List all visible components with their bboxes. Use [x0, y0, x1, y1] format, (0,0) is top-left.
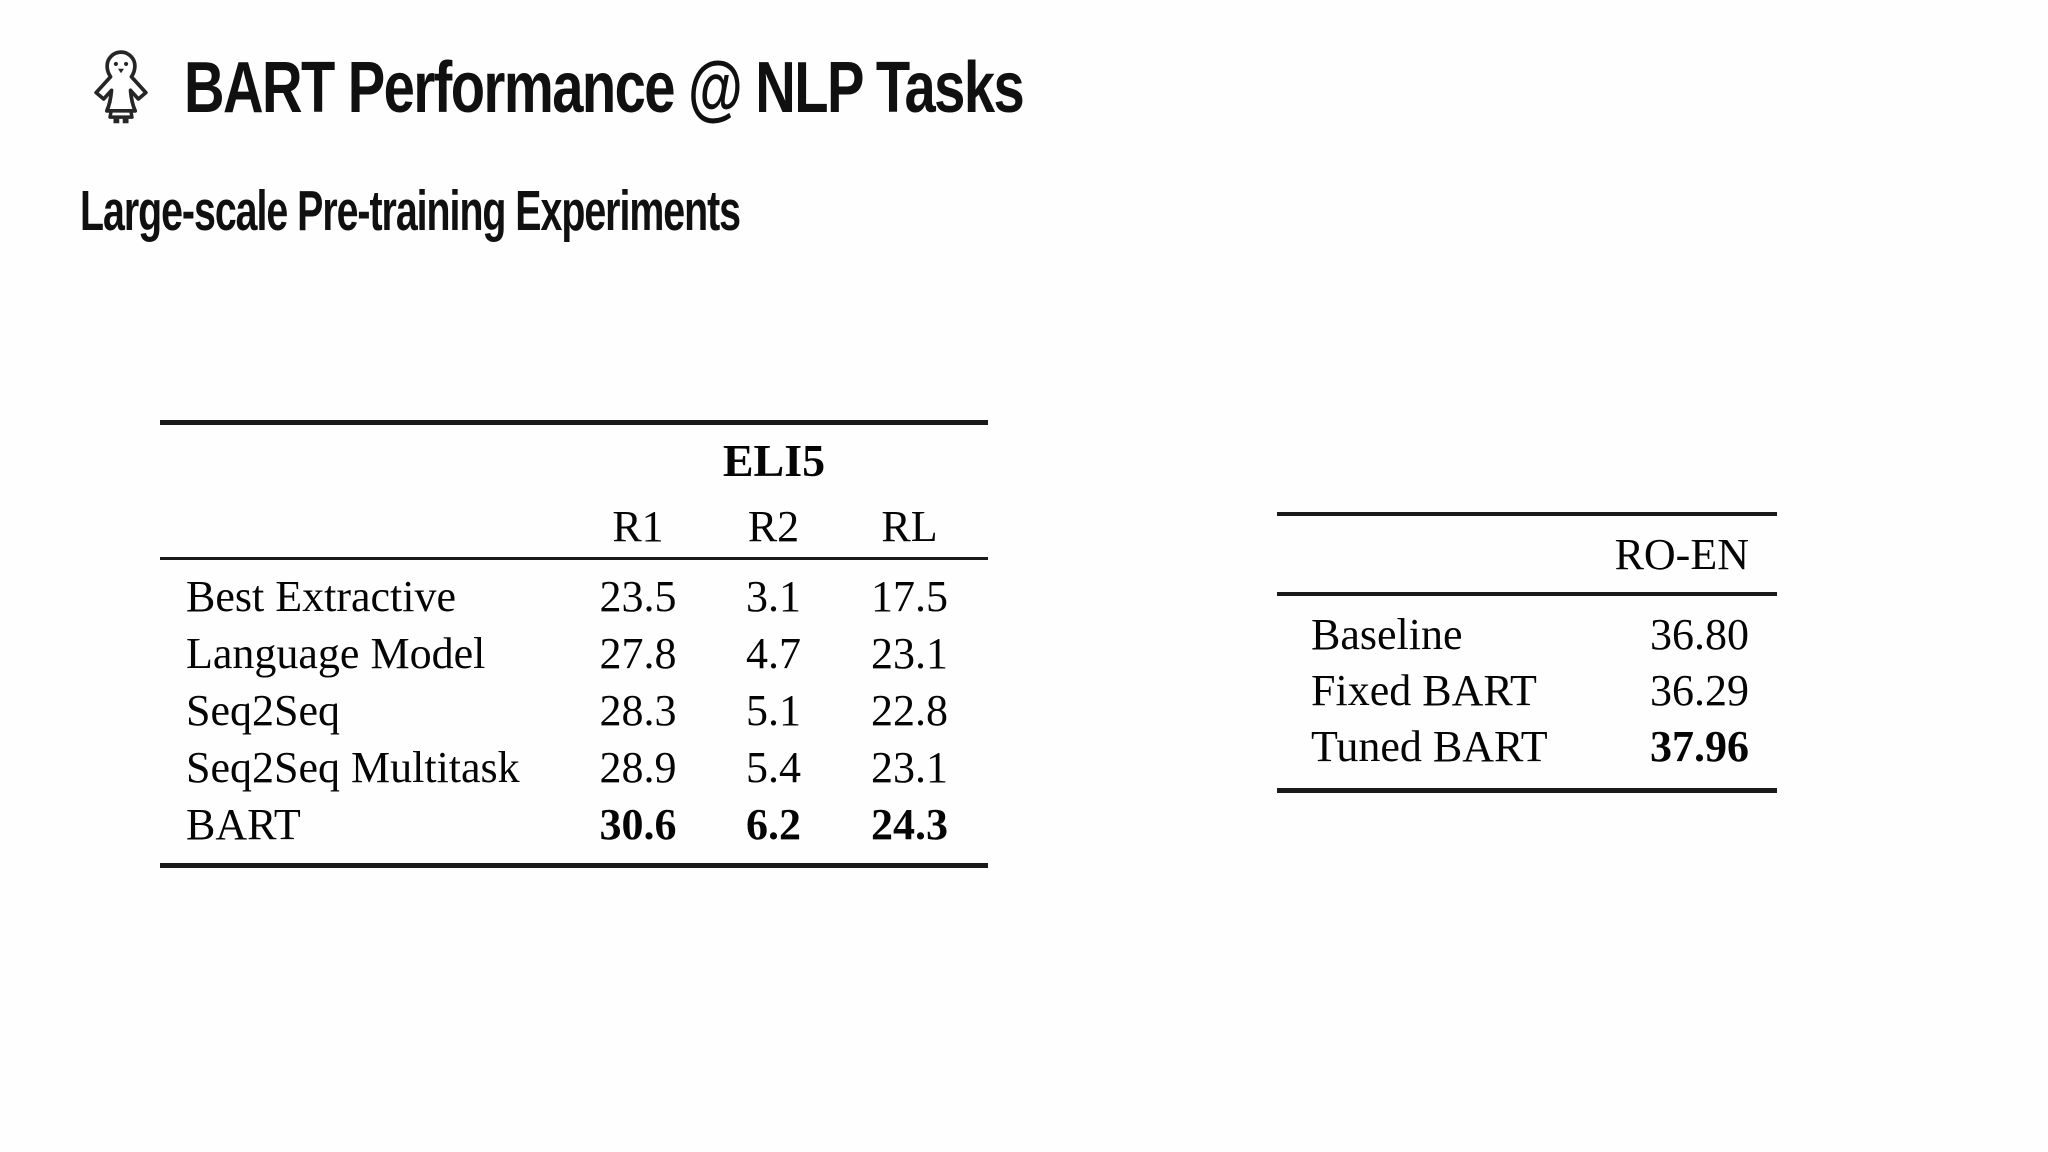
table-bottom-rule	[160, 863, 988, 868]
cell-rl: 24.3	[871, 800, 948, 849]
cell-bleu: 37.96	[1650, 721, 1749, 771]
cell-r2: 6.2	[746, 800, 801, 849]
table-row-tuned-bart: Tuned BART 37.96	[1277, 718, 1777, 774]
column-header-ro-en: RO-EN	[1614, 529, 1749, 579]
cell-rl: 23.1	[871, 743, 948, 792]
table-column-header-row: R1 R2 RL	[160, 495, 988, 557]
page-title: BART Performance @ NLP Tasks	[184, 48, 1025, 128]
column-header-rl: RL	[881, 501, 938, 551]
page-subtitle: Large-scale Pre-training Experiments	[80, 179, 741, 243]
table-row: Seq2Seq 28.3 5.1 22.8	[160, 682, 988, 739]
row-label: Fixed BART	[1311, 665, 1537, 715]
table-bottom-rule	[1277, 788, 1777, 793]
table-body: Best Extractive 23.5 3.1 17.5 Language M…	[160, 560, 988, 863]
table-mid-rule	[1277, 592, 1777, 596]
row-label: BART	[186, 800, 301, 849]
table-row: Seq2Seq Multitask 28.9 5.4 23.1	[160, 739, 988, 796]
table-row: Fixed BART 36.29	[1277, 662, 1777, 718]
cell-r2: 4.7	[746, 629, 801, 678]
column-header-r2: R2	[747, 501, 800, 551]
column-header-r1: R1	[612, 501, 664, 551]
eli5-group-header: ELI5	[722, 434, 826, 486]
row-label: Seq2Seq	[186, 686, 340, 735]
row-label: Seq2Seq Multitask	[186, 743, 520, 792]
cell-rl: 23.1	[871, 629, 948, 678]
table-column-header-row: RO-EN	[1277, 516, 1777, 592]
cell-r2: 5.4	[746, 743, 801, 792]
cell-bleu: 36.29	[1650, 665, 1749, 715]
penguin-icon	[84, 46, 158, 130]
row-label: Baseline	[1311, 609, 1463, 659]
header: BART Performance @ NLP Tasks	[84, 46, 1260, 130]
table-row: Baseline 36.80	[1277, 606, 1777, 662]
eli5-results-table: ELI5 R1 R2 RL Best Extractive 23.5 3.1 1…	[160, 420, 988, 868]
cell-r1: 28.3	[599, 686, 677, 735]
table-body: Baseline 36.80 Fixed BART 36.29 Tuned BA…	[1277, 596, 1777, 788]
cell-rl: 17.5	[871, 572, 948, 621]
table-row: Language Model 27.8 4.7 23.1	[160, 625, 988, 682]
table-group-header-row: ELI5	[160, 425, 988, 495]
table-mid-rule	[160, 557, 988, 560]
cell-bleu: 36.80	[1650, 609, 1749, 659]
cell-r2: 3.1	[746, 572, 801, 621]
row-label: Language Model	[186, 629, 486, 678]
cell-r1: 27.8	[599, 629, 677, 678]
table-row-bart: BART 30.6 6.2 24.3	[160, 796, 988, 853]
table-row: Best Extractive 23.5 3.1 17.5	[160, 568, 988, 625]
table-top-rule	[160, 420, 988, 425]
table-top-rule	[1277, 512, 1777, 516]
cell-rl: 22.8	[871, 686, 948, 735]
row-label: Best Extractive	[186, 572, 457, 621]
cell-r2: 5.1	[746, 686, 801, 735]
cell-r1: 30.6	[599, 800, 677, 849]
ro-en-results-table: RO-EN Baseline 36.80 Fixed BART 36.29 Tu…	[1277, 512, 1777, 793]
cell-r1: 28.9	[599, 743, 677, 792]
row-label: Tuned BART	[1311, 721, 1548, 771]
cell-r1: 23.5	[599, 572, 677, 621]
